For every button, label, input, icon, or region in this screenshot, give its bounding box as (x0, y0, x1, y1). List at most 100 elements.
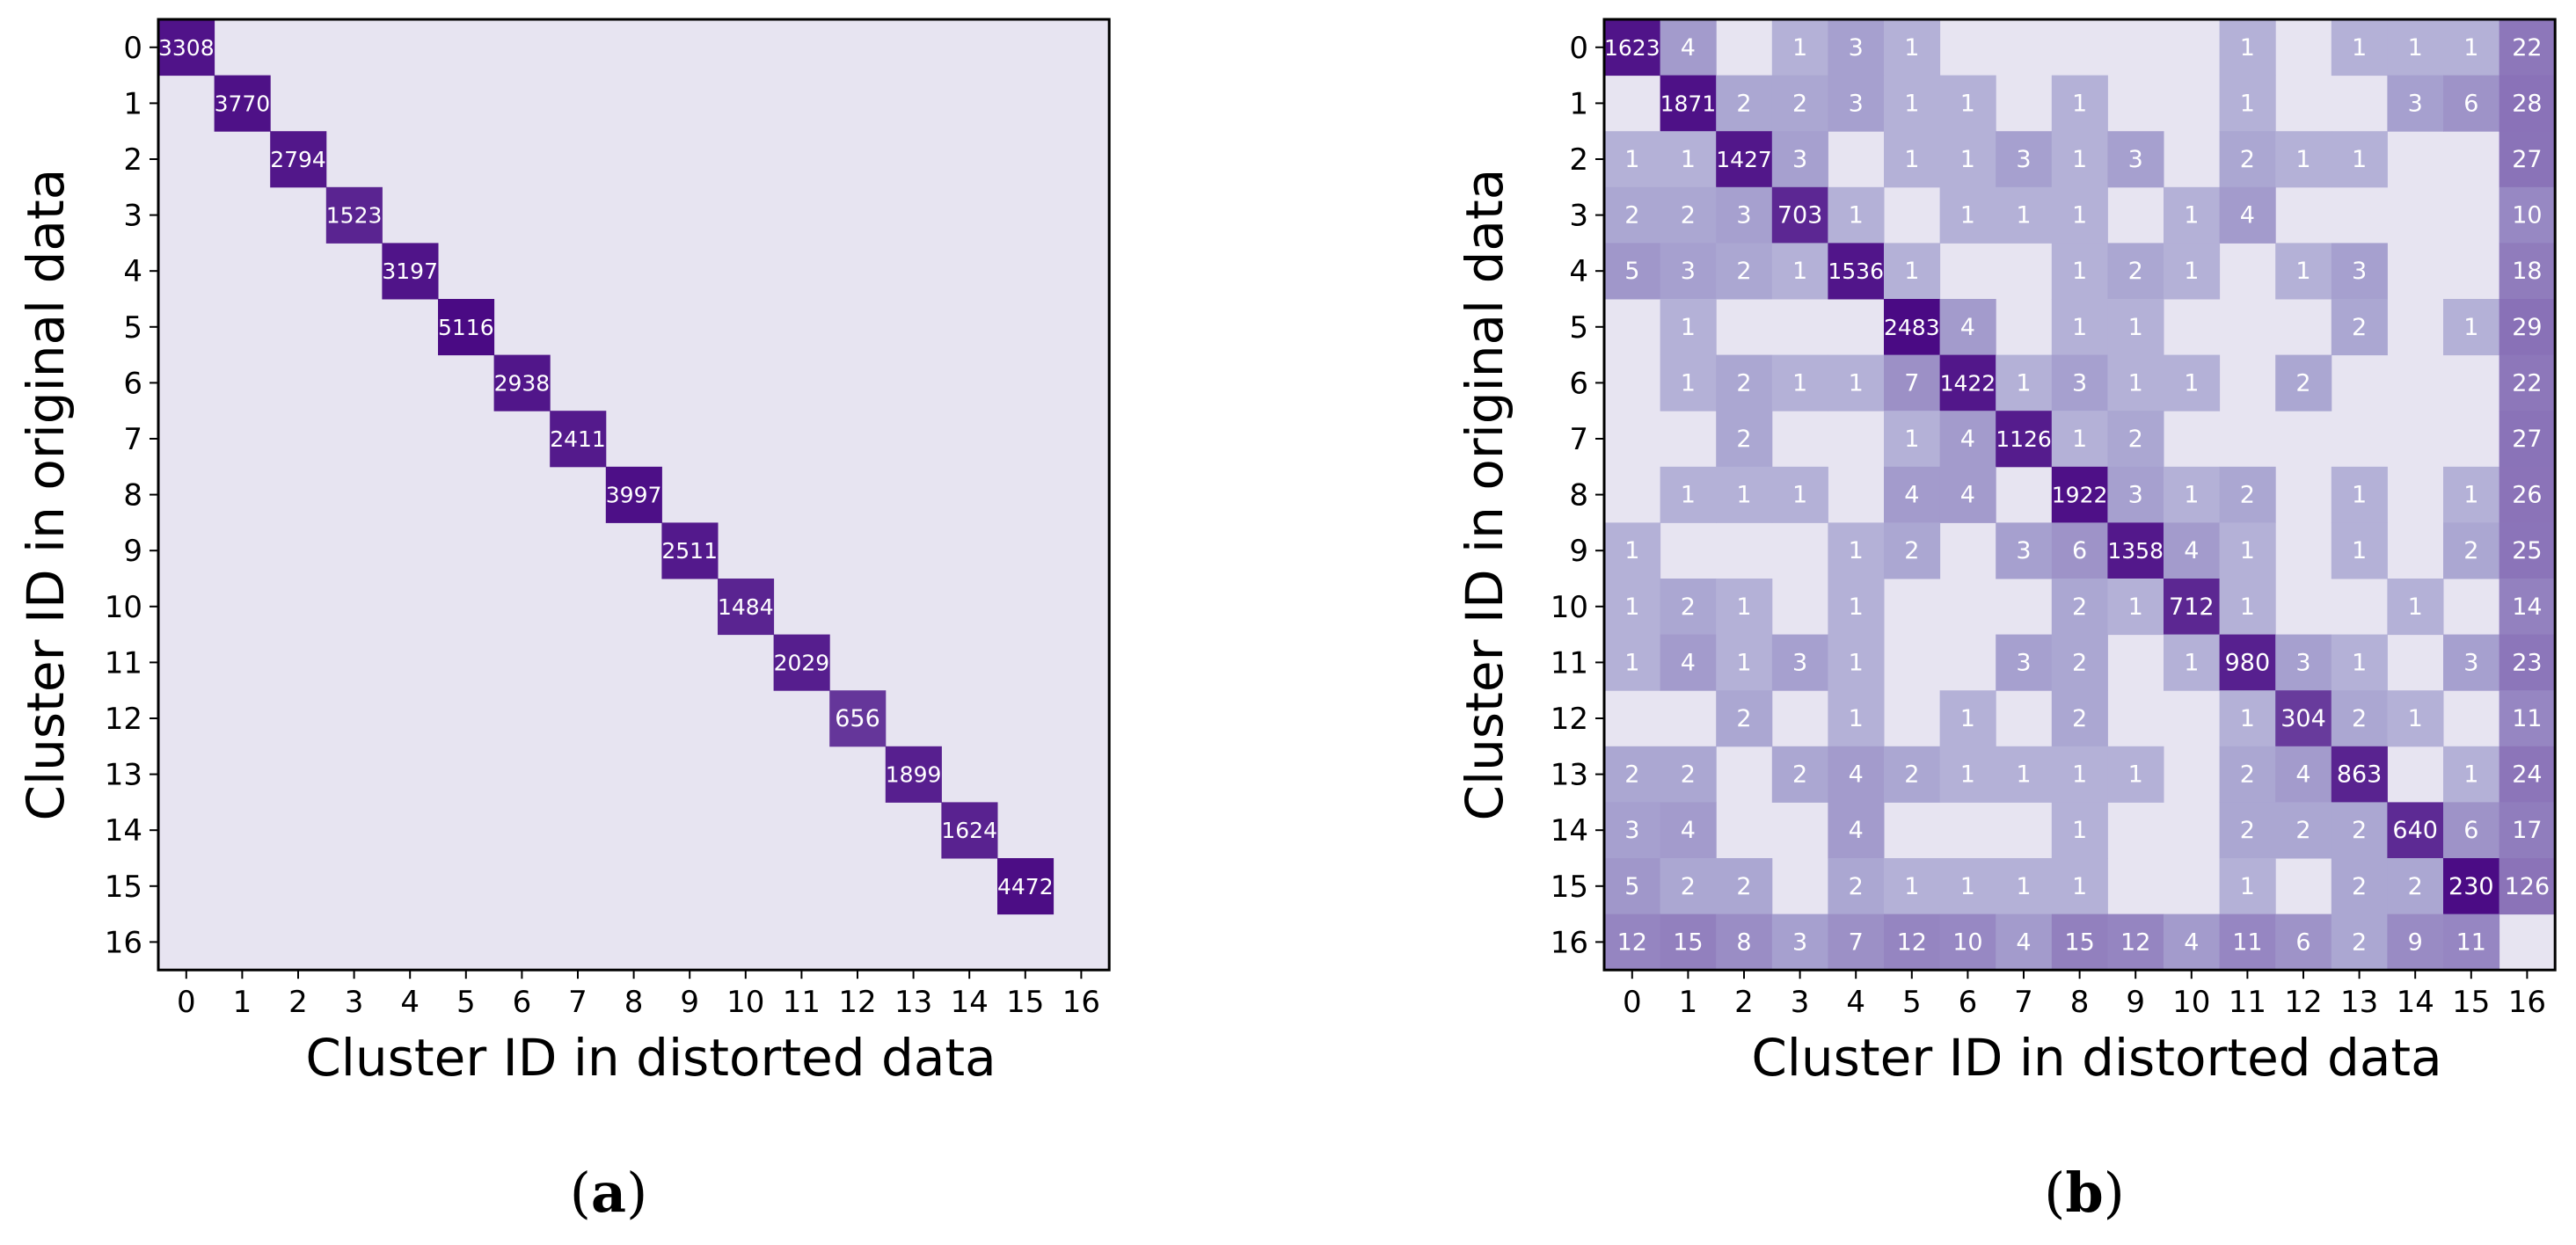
heatmap-b-cell-8-11 (2219, 466, 2276, 523)
heatmap-b-cell-6-4 (1828, 354, 1885, 411)
heatmap-b-cell-1-2 (1716, 75, 1773, 132)
heatmap-b-label-12-4: 1 (1849, 705, 1864, 732)
heatmap-b-cell-6-1 (1660, 354, 1717, 411)
heatmap-b-label-8-8: 1922 (2052, 483, 2108, 508)
caption-a-close: ) (626, 1161, 648, 1225)
heatmap-b-label-7-16: 27 (2512, 426, 2542, 453)
heatmap-a-xtick-11: 11 (783, 985, 821, 1020)
heatmap-b-label-5-15: 1 (2463, 314, 2478, 341)
heatmap-b-label-15-16: 126 (2505, 873, 2550, 900)
heatmap-b-label-3-7: 1 (2016, 202, 2031, 229)
heatmap-b-cell-3-16 (2499, 186, 2556, 244)
heatmap-a-ytick-5: 5 (123, 310, 142, 346)
heatmap-b-label-16-10: 4 (2184, 928, 2199, 956)
heatmap-b-cell-13-9 (2107, 746, 2164, 803)
heatmap-b-label-16-2: 8 (1736, 928, 1751, 956)
heatmap-a-ylabel: Cluster ID in original data (16, 169, 76, 821)
heatmap-b-cell-11-2 (1716, 634, 1773, 691)
heatmap-a-ytick-14: 14 (105, 813, 142, 848)
heatmap-b-label-6-6: 1422 (1940, 370, 1996, 396)
heatmap-a-label-6-6: 2938 (494, 370, 551, 396)
heatmap-a-xtick-5: 5 (456, 985, 476, 1020)
heatmap-b-cell-9-11 (2219, 522, 2276, 579)
heatmap-b-cell-14-4 (1828, 802, 1885, 859)
heatmap-b-label-11-10: 1 (2184, 649, 2199, 676)
heatmap-b-label-7-5: 1 (1904, 426, 1919, 453)
heatmap-a-cell-13-13 (885, 746, 942, 803)
heatmap-b-label-8-10: 1 (2184, 482, 2199, 509)
heatmap-b-label-6-7: 1 (2016, 369, 2031, 397)
heatmap-b-label-0-11: 1 (2240, 34, 2255, 62)
heatmap-a-label-7-7: 2411 (550, 426, 606, 452)
heatmap-b-xtick-6: 6 (1959, 985, 1978, 1020)
heatmap-b-ytick-2: 2 (1569, 142, 1588, 178)
heatmap-b-cell-8-15 (2443, 466, 2500, 523)
heatmap-b-cell-13-13 (2331, 746, 2388, 803)
heatmap-a-xtick-9: 9 (680, 985, 699, 1020)
heatmap-a-ytick-1: 1 (123, 86, 142, 121)
heatmap-a-label-0-0: 3308 (158, 35, 215, 61)
heatmap-b-label-5-5: 2483 (1884, 315, 1940, 340)
heatmap-b-label-14-8: 1 (2072, 817, 2087, 844)
heatmap-b-label-1-8: 1 (2072, 90, 2087, 117)
heatmap-b-label-2-2: 1427 (1716, 147, 1772, 172)
heatmap-b-label-12-14: 1 (2408, 705, 2423, 732)
heatmap-b-label-12-16: 11 (2512, 705, 2542, 732)
heatmap-b-label-15-0: 5 (1624, 873, 1639, 900)
heatmap-b-cell-0-3 (1771, 19, 1828, 76)
caption-b: (b) (1996, 1161, 2172, 1225)
heatmap-a-label-10-10: 1484 (718, 594, 774, 620)
heatmap-b-xtick-9: 9 (2126, 985, 2145, 1020)
heatmap-b-label-6-16: 22 (2512, 369, 2542, 397)
heatmap-b-cell-5-16 (2499, 299, 2556, 356)
heatmap-b-label-14-11: 2 (2240, 817, 2255, 844)
caption-a: (a) (521, 1161, 697, 1225)
caption-b-letter: b (2065, 1161, 2104, 1225)
heatmap-b-cell-2-2 (1716, 131, 1773, 188)
heatmap-b-label-6-4: 1 (1849, 369, 1864, 397)
heatmap-b-ytick-5: 5 (1569, 310, 1588, 346)
heatmap-b-label-0-1: 4 (1681, 34, 1696, 62)
heatmap-b-ytick-10: 10 (1551, 590, 1588, 625)
heatmap-b-label-12-8: 2 (2072, 705, 2087, 732)
heatmap-a-xtick-0: 0 (177, 985, 196, 1020)
heatmap-b-ylabel: Cluster ID in original data (1455, 169, 1514, 821)
heatmap-b-label-2-11: 2 (2240, 146, 2255, 173)
heatmap-b-label-11-3: 3 (1792, 649, 1807, 676)
heatmap-b-label-2-1: 1 (1681, 146, 1696, 173)
heatmap-b-label-3-10: 1 (2184, 202, 2199, 229)
heatmap-b-label-13-5: 2 (1904, 761, 1919, 789)
heatmap-a-label-15-15: 4472 (997, 874, 1054, 899)
heatmap-b-cell-10-9 (2107, 579, 2164, 636)
heatmap-b-cell-14-14 (2387, 802, 2444, 859)
heatmap-b-cell-16-15 (2443, 914, 2500, 971)
heatmap-b-cell-4-3 (1771, 243, 1828, 300)
heatmap-b-cell-0-1 (1660, 19, 1717, 76)
heatmap-b-cell-8-3 (1771, 466, 1828, 523)
heatmap-b-label-0-15: 1 (2463, 34, 2478, 62)
heatmap-b-cell-9-10 (2164, 522, 2221, 579)
heatmap-a-label-8-8: 3997 (606, 483, 662, 508)
heatmap-b-label-5-1: 1 (1681, 314, 1696, 341)
heatmap-b-cell-10-1 (1660, 579, 1717, 636)
heatmap-b-label-13-15: 1 (2463, 761, 2478, 789)
heatmap-b-cell-6-16 (2499, 354, 2556, 411)
heatmap-b-cell-4-2 (1716, 243, 1773, 300)
heatmap-b-ytick-13: 13 (1551, 758, 1588, 793)
heatmap-b-cell-16-4 (1828, 914, 1885, 971)
heatmap-b-cell-15-8 (2051, 858, 2108, 915)
heatmap-b-label-2-13: 1 (2352, 146, 2367, 173)
heatmap-a-ytick-7: 7 (123, 422, 142, 457)
heatmap-b-cell-4-10 (2164, 243, 2221, 300)
heatmap-b-cell-16-3 (1771, 914, 1828, 971)
heatmap-b-cell-15-2 (1716, 858, 1773, 915)
heatmap-b-cell-0-0 (1604, 19, 1661, 76)
heatmap-b-label-7-8: 1 (2072, 426, 2087, 453)
heatmap-b-cell-11-8 (2051, 634, 2108, 691)
heatmap-b-cell-11-7 (1996, 634, 2053, 691)
heatmap-b-label-12-12: 304 (2280, 705, 2326, 732)
heatmap-a-xtick-4: 4 (400, 985, 420, 1020)
heatmap-b-cell-0-14 (2387, 19, 2444, 76)
heatmap-a-label-2-2: 2794 (270, 147, 326, 172)
